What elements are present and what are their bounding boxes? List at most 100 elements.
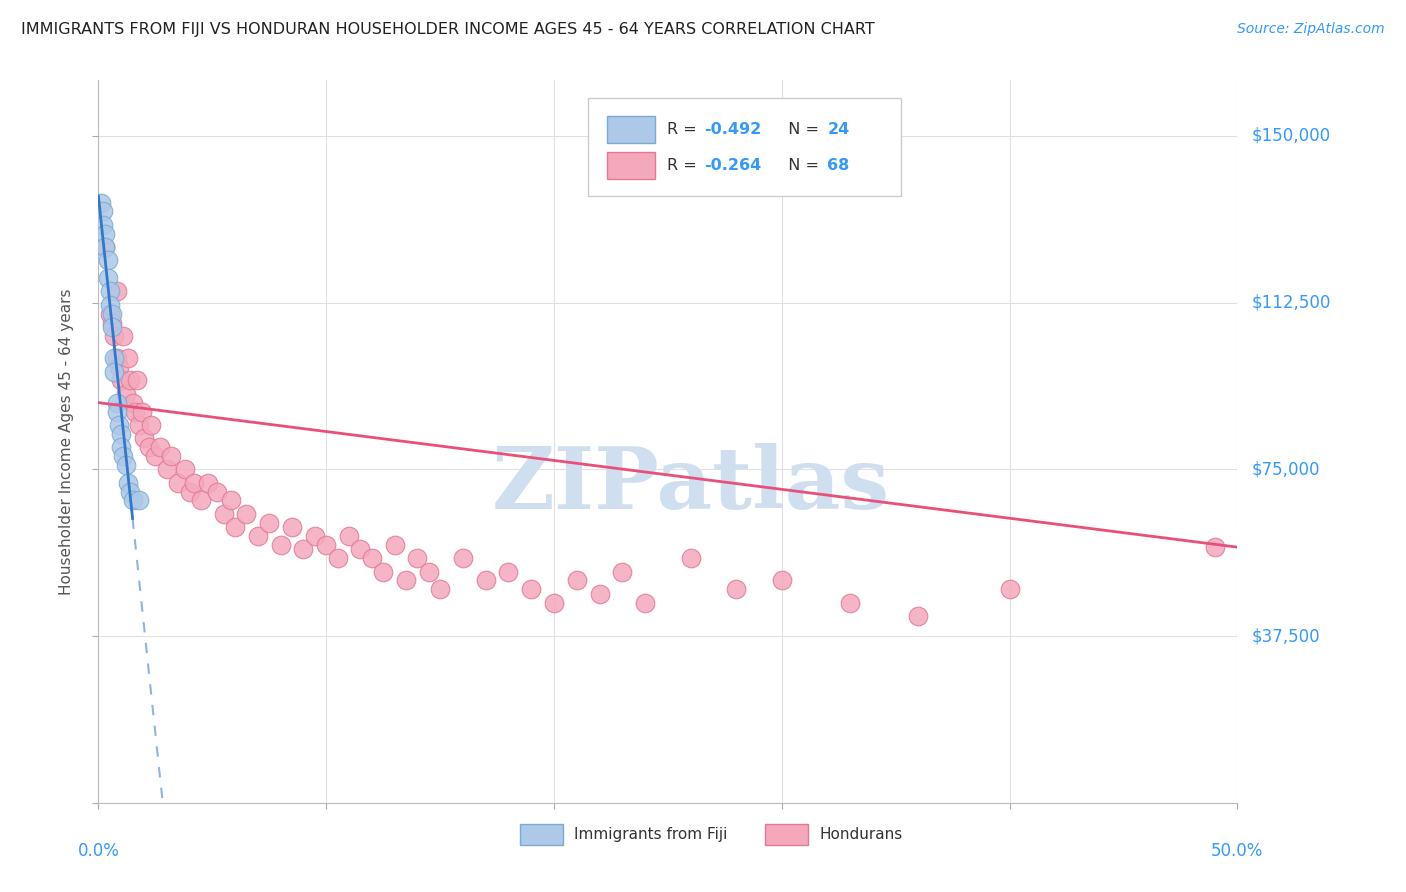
Point bbox=[190, 493, 212, 508]
Point bbox=[105, 351, 128, 366]
Point bbox=[112, 449, 135, 463]
Point bbox=[98, 307, 121, 321]
Point bbox=[259, 516, 281, 530]
Point bbox=[110, 440, 132, 454]
Point bbox=[117, 475, 139, 490]
Point bbox=[120, 373, 142, 387]
Point bbox=[174, 462, 197, 476]
Point bbox=[197, 475, 219, 490]
Point bbox=[565, 574, 588, 588]
Point bbox=[907, 609, 929, 624]
FancyBboxPatch shape bbox=[607, 152, 655, 179]
Point bbox=[156, 462, 179, 476]
Point bbox=[998, 582, 1021, 597]
Text: Source: ZipAtlas.com: Source: ZipAtlas.com bbox=[1237, 22, 1385, 37]
Point bbox=[96, 253, 118, 268]
Text: Hondurans: Hondurans bbox=[820, 827, 903, 842]
Point bbox=[127, 373, 149, 387]
Point bbox=[235, 507, 257, 521]
Point bbox=[326, 551, 349, 566]
Point bbox=[94, 240, 117, 254]
Point bbox=[114, 386, 136, 401]
Text: $150,000: $150,000 bbox=[1251, 127, 1330, 145]
Point bbox=[124, 404, 146, 418]
Point bbox=[101, 316, 124, 330]
Text: N =: N = bbox=[779, 158, 824, 173]
Point bbox=[395, 574, 418, 588]
Point bbox=[103, 329, 125, 343]
Point bbox=[114, 458, 136, 472]
Point bbox=[183, 475, 205, 490]
Y-axis label: Householder Income Ages 45 - 64 years: Householder Income Ages 45 - 64 years bbox=[59, 288, 75, 595]
Point bbox=[103, 351, 125, 366]
Point bbox=[128, 493, 150, 508]
Point bbox=[498, 565, 520, 579]
Point bbox=[281, 520, 304, 534]
Text: R =: R = bbox=[666, 122, 702, 136]
Point bbox=[105, 395, 128, 409]
Point bbox=[406, 551, 429, 566]
Point bbox=[121, 493, 143, 508]
Point bbox=[634, 596, 657, 610]
Point bbox=[98, 298, 121, 312]
Text: $75,000: $75,000 bbox=[1251, 460, 1320, 478]
Text: -0.264: -0.264 bbox=[704, 158, 762, 173]
Point bbox=[205, 484, 228, 499]
Point bbox=[96, 271, 118, 285]
Text: 24: 24 bbox=[827, 122, 849, 136]
Point bbox=[94, 227, 117, 241]
Point bbox=[138, 440, 160, 454]
Point bbox=[139, 417, 162, 432]
Point bbox=[360, 551, 382, 566]
Text: Immigrants from Fiji: Immigrants from Fiji bbox=[575, 827, 728, 842]
Point bbox=[91, 218, 114, 232]
Point bbox=[384, 538, 406, 552]
Point bbox=[612, 565, 634, 579]
Point bbox=[131, 404, 153, 418]
Point bbox=[120, 484, 142, 499]
Point bbox=[451, 551, 474, 566]
Point bbox=[117, 351, 139, 366]
Point bbox=[121, 395, 143, 409]
Point bbox=[304, 529, 326, 543]
Point bbox=[105, 285, 128, 299]
Point bbox=[349, 542, 371, 557]
Point bbox=[315, 538, 337, 552]
Text: N =: N = bbox=[779, 122, 824, 136]
Point bbox=[212, 507, 235, 521]
Text: IMMIGRANTS FROM FIJI VS HONDURAN HOUSEHOLDER INCOME AGES 45 - 64 YEARS CORRELATI: IMMIGRANTS FROM FIJI VS HONDURAN HOUSEHO… bbox=[21, 22, 875, 37]
Point bbox=[292, 542, 315, 557]
Point bbox=[149, 440, 172, 454]
Point bbox=[179, 484, 201, 499]
Point bbox=[160, 449, 183, 463]
Point bbox=[110, 373, 132, 387]
Point bbox=[839, 596, 862, 610]
Point bbox=[101, 307, 124, 321]
Text: ZIPatlas: ZIPatlas bbox=[492, 443, 890, 527]
Point bbox=[770, 574, 793, 588]
Point bbox=[224, 520, 246, 534]
FancyBboxPatch shape bbox=[520, 824, 562, 845]
Point bbox=[145, 449, 167, 463]
Point bbox=[1204, 540, 1226, 554]
Point bbox=[132, 431, 155, 445]
Point bbox=[679, 551, 702, 566]
Point bbox=[98, 285, 121, 299]
Text: -0.492: -0.492 bbox=[704, 122, 762, 136]
Point bbox=[588, 587, 610, 601]
Text: $112,500: $112,500 bbox=[1251, 293, 1330, 311]
Point bbox=[371, 565, 394, 579]
Point bbox=[103, 364, 125, 378]
Point bbox=[108, 360, 131, 375]
Point bbox=[91, 204, 114, 219]
Point bbox=[167, 475, 190, 490]
Point bbox=[108, 417, 131, 432]
Point bbox=[94, 240, 117, 254]
Point bbox=[429, 582, 451, 597]
Text: 50.0%: 50.0% bbox=[1211, 842, 1264, 860]
FancyBboxPatch shape bbox=[765, 824, 808, 845]
Point bbox=[110, 426, 132, 441]
Text: 0.0%: 0.0% bbox=[77, 842, 120, 860]
Point bbox=[418, 565, 440, 579]
Point bbox=[219, 493, 242, 508]
